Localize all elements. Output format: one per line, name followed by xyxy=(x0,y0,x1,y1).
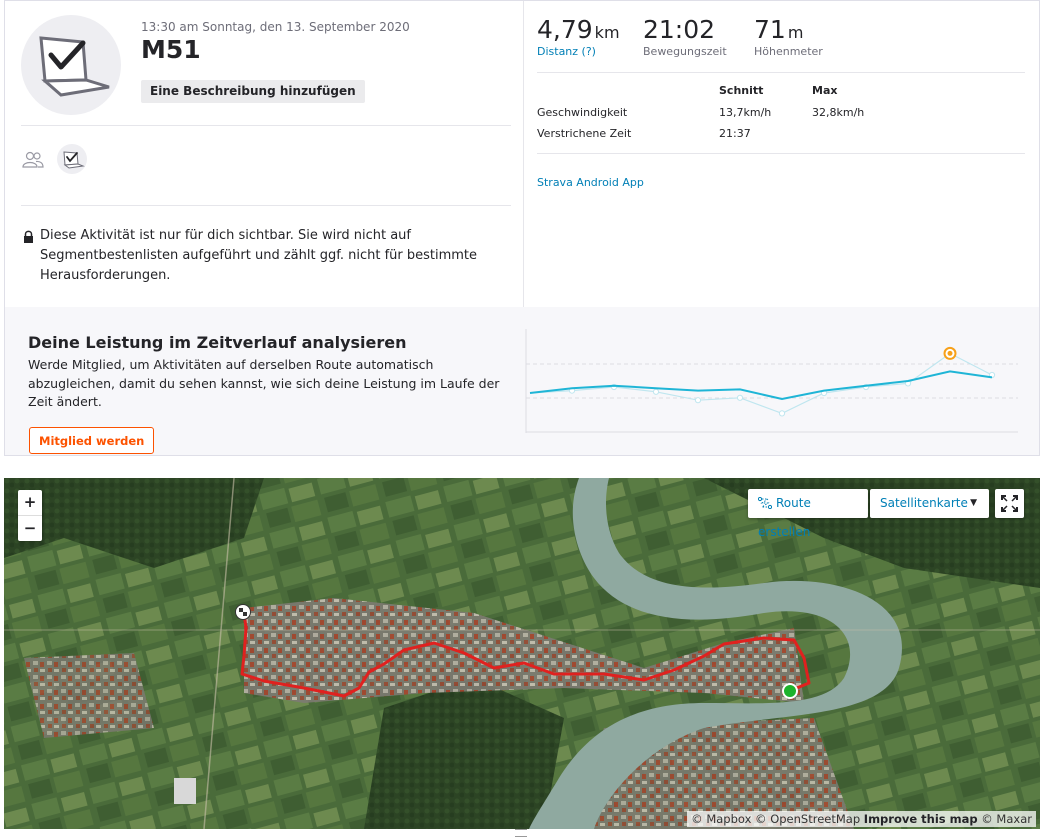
activity-date: 13:30 am Sonntag, den 13. September 2020 xyxy=(141,20,410,34)
chart-series-line-0 xyxy=(529,352,993,415)
divider xyxy=(21,125,511,126)
performance-chart xyxy=(525,329,1018,433)
map-type-label: Satellitenkarte xyxy=(880,496,968,510)
chevron-down-icon: ▼ xyxy=(970,498,977,508)
laptop-check-icon xyxy=(63,151,85,169)
resize-handle[interactable] xyxy=(515,829,527,837)
lock-icon xyxy=(23,228,34,247)
chart-point xyxy=(736,394,744,401)
add-description-button[interactable]: Eine Beschreibung hinzufügen xyxy=(141,80,365,103)
stat-moving-time: 21:02 Bewegungszeit xyxy=(643,15,727,58)
route-line xyxy=(240,612,811,698)
zoom-out-button[interactable]: − xyxy=(18,515,42,541)
route-map[interactable]: + − Route erstellen Satellitenkarte ▼ © … xyxy=(4,478,1040,829)
divider xyxy=(537,153,1025,154)
speed-avg: 13,7km/h xyxy=(719,106,772,119)
performance-upsell: Deine Leistung im Zeitverlauf analysiere… xyxy=(5,307,1039,455)
satellite-map[interactable] xyxy=(4,478,1040,829)
row-label-elapsed-time: Verstrichene Zeit xyxy=(537,127,632,140)
device-app-link[interactable]: Strava Android App xyxy=(537,176,644,189)
device-avatar xyxy=(21,15,121,115)
fullscreen-button[interactable] xyxy=(995,489,1024,518)
map-attribution: © Mapbox © OpenStreetMap Improve this ma… xyxy=(687,811,1036,827)
zoom-control: + − xyxy=(18,490,42,541)
create-route-button[interactable]: Route erstellen xyxy=(748,489,868,539)
chart-point xyxy=(652,388,660,395)
group-icon[interactable] xyxy=(21,150,45,174)
osm-link[interactable]: © OpenStreetMap xyxy=(755,812,861,826)
chart-point xyxy=(778,410,786,417)
route-icon xyxy=(757,491,773,510)
column-divider xyxy=(523,1,524,307)
laptop-check-icon xyxy=(39,36,110,97)
upsell-title: Deine Leistung im Zeitverlauf analysiere… xyxy=(28,333,407,352)
finish-marker xyxy=(235,604,251,620)
moving-time-label: Bewegungszeit xyxy=(643,45,727,58)
device-badge[interactable] xyxy=(57,144,87,174)
chart-point xyxy=(694,397,702,404)
divider xyxy=(537,72,1025,73)
mapbox-link[interactable]: © Mapbox xyxy=(691,812,752,826)
map-type-select[interactable]: Satellitenkarte ▼ xyxy=(870,489,989,518)
column-header-avg: Schnitt xyxy=(719,84,764,97)
fullscreen-icon xyxy=(1001,495,1018,512)
privacy-notice: Diese Aktivität ist nur für dich sichtba… xyxy=(40,228,478,283)
maxar-link[interactable]: © Maxar xyxy=(981,812,1032,826)
start-marker xyxy=(782,683,798,699)
stat-elevation: 71 m Höhenmeter xyxy=(754,15,823,58)
elevation-unit: m xyxy=(787,23,804,42)
improve-map-link[interactable]: Improve this map xyxy=(863,812,978,826)
distance-label[interactable]: Distanz (?) xyxy=(537,45,596,58)
activity-title[interactable]: M51 xyxy=(141,35,201,64)
elevation-value: 71 xyxy=(754,15,786,44)
chart-highlight-dot xyxy=(947,350,953,356)
moving-time-value: 21:02 xyxy=(643,15,716,44)
distance-unit: km xyxy=(594,23,620,42)
row-label-speed: Geschwindigkeit xyxy=(537,106,628,119)
distance-value: 4,79 xyxy=(537,15,593,44)
elapsed-time-avg: 21:37 xyxy=(719,127,751,140)
zoom-in-button[interactable]: + xyxy=(23,493,37,511)
upsell-text: Werde Mitglied, um Aktivitäten auf derse… xyxy=(28,357,500,409)
divider xyxy=(21,205,511,206)
become-member-button[interactable]: Mitglied werden xyxy=(29,427,155,454)
create-route-label: Route erstellen xyxy=(758,496,811,539)
elevation-label: Höhenmeter xyxy=(754,45,823,58)
stat-distance: 4,79 km Distanz (?) xyxy=(537,15,620,58)
speed-max: 32,8km/h xyxy=(812,106,865,119)
chart-series-line-1 xyxy=(529,370,993,401)
activity-card: 13:30 am Sonntag, den 13. September 2020… xyxy=(4,0,1040,456)
column-header-max: Max xyxy=(812,84,838,97)
